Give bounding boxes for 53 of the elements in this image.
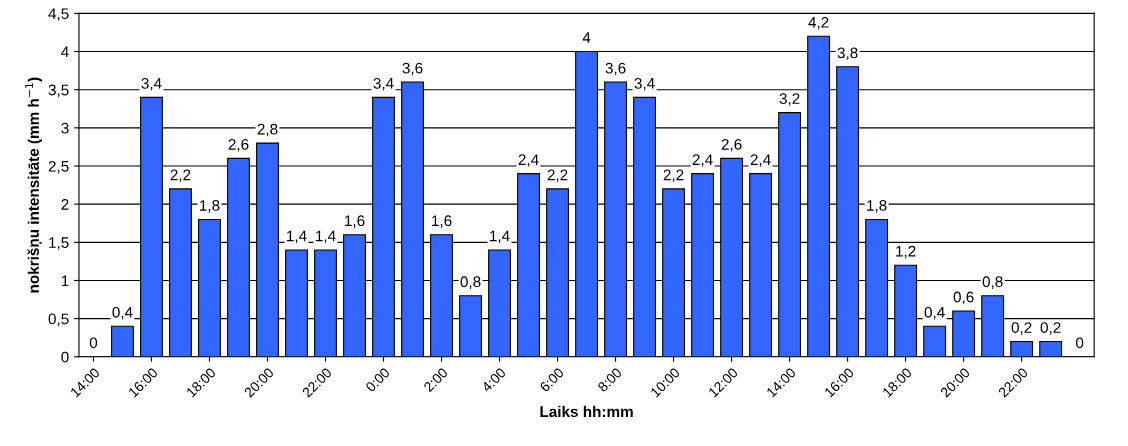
data-label: 3,2 [779,93,800,106]
data-label: 0,8 [982,276,1003,289]
data-label: 1,4 [490,230,510,244]
data-label: 2,8 [257,123,278,137]
bar [111,325,134,357]
data-label: 1,8 [867,200,887,213]
x-axis-title: Laiks hh:mm [540,405,633,418]
data-label: 3,4 [141,77,162,91]
data-label: 0 [89,337,98,349]
y-tick-label: 4,5 [48,8,69,21]
data-label: 2,4 [750,154,771,167]
data-label: 1,8 [200,200,220,213]
y-axis-title: nokrišņu intensitāte (mm h$^{−1}$) [25,77,43,293]
data-label: 1,6 [345,215,365,228]
data-label: 2,2 [547,169,568,183]
data-label: 0 [1076,337,1084,349]
data-label: 1,6 [432,215,452,228]
bar [1039,340,1063,357]
data-label: 0,2 [1040,322,1061,335]
y-tick-label: 3 [61,122,69,134]
data-label: 2,4 [692,154,713,167]
y-tick-label: 1 [61,275,69,287]
data-label: 1,4 [287,230,307,244]
y-tick-label: 2,5 [48,160,69,174]
data-label: 2,2 [663,169,684,183]
data-label: 0,8 [460,276,481,289]
x-tick-label: 0:00 [365,367,391,393]
data-label: 1,4 [316,230,336,244]
data-label: 4 [582,32,591,43]
bar [923,325,947,357]
data-label: 2,2 [170,169,191,183]
data-label: 3,4 [373,77,394,91]
x-tick-label: 4:00 [480,367,507,393]
data-label: 2,6 [721,138,742,152]
data-label: 0,2 [1011,322,1032,335]
x-tick-label: 6:00 [539,367,565,393]
y-tick-label: 3,5 [48,84,69,98]
y-tick-label: 0,5 [48,313,69,327]
y-tick-label: 1,5 [49,237,69,250]
data-label: 2,4 [518,154,539,167]
data-label: 0,4 [112,306,133,320]
data-label: 4,2 [808,16,829,30]
data-label: 0,6 [953,291,974,305]
data-label: 3,4 [634,77,655,91]
y-tick-label: 0 [61,351,69,363]
data-label: 3,8 [837,47,858,61]
data-label: 2,6 [228,138,249,152]
data-label: 0,4 [924,306,945,320]
data-label: 3,6 [605,62,626,76]
y-tick-label: 4 [61,46,69,58]
data-label: 3,6 [402,62,423,76]
data-label: 1,2 [896,245,916,259]
y-tick-label: 2 [61,199,69,210]
